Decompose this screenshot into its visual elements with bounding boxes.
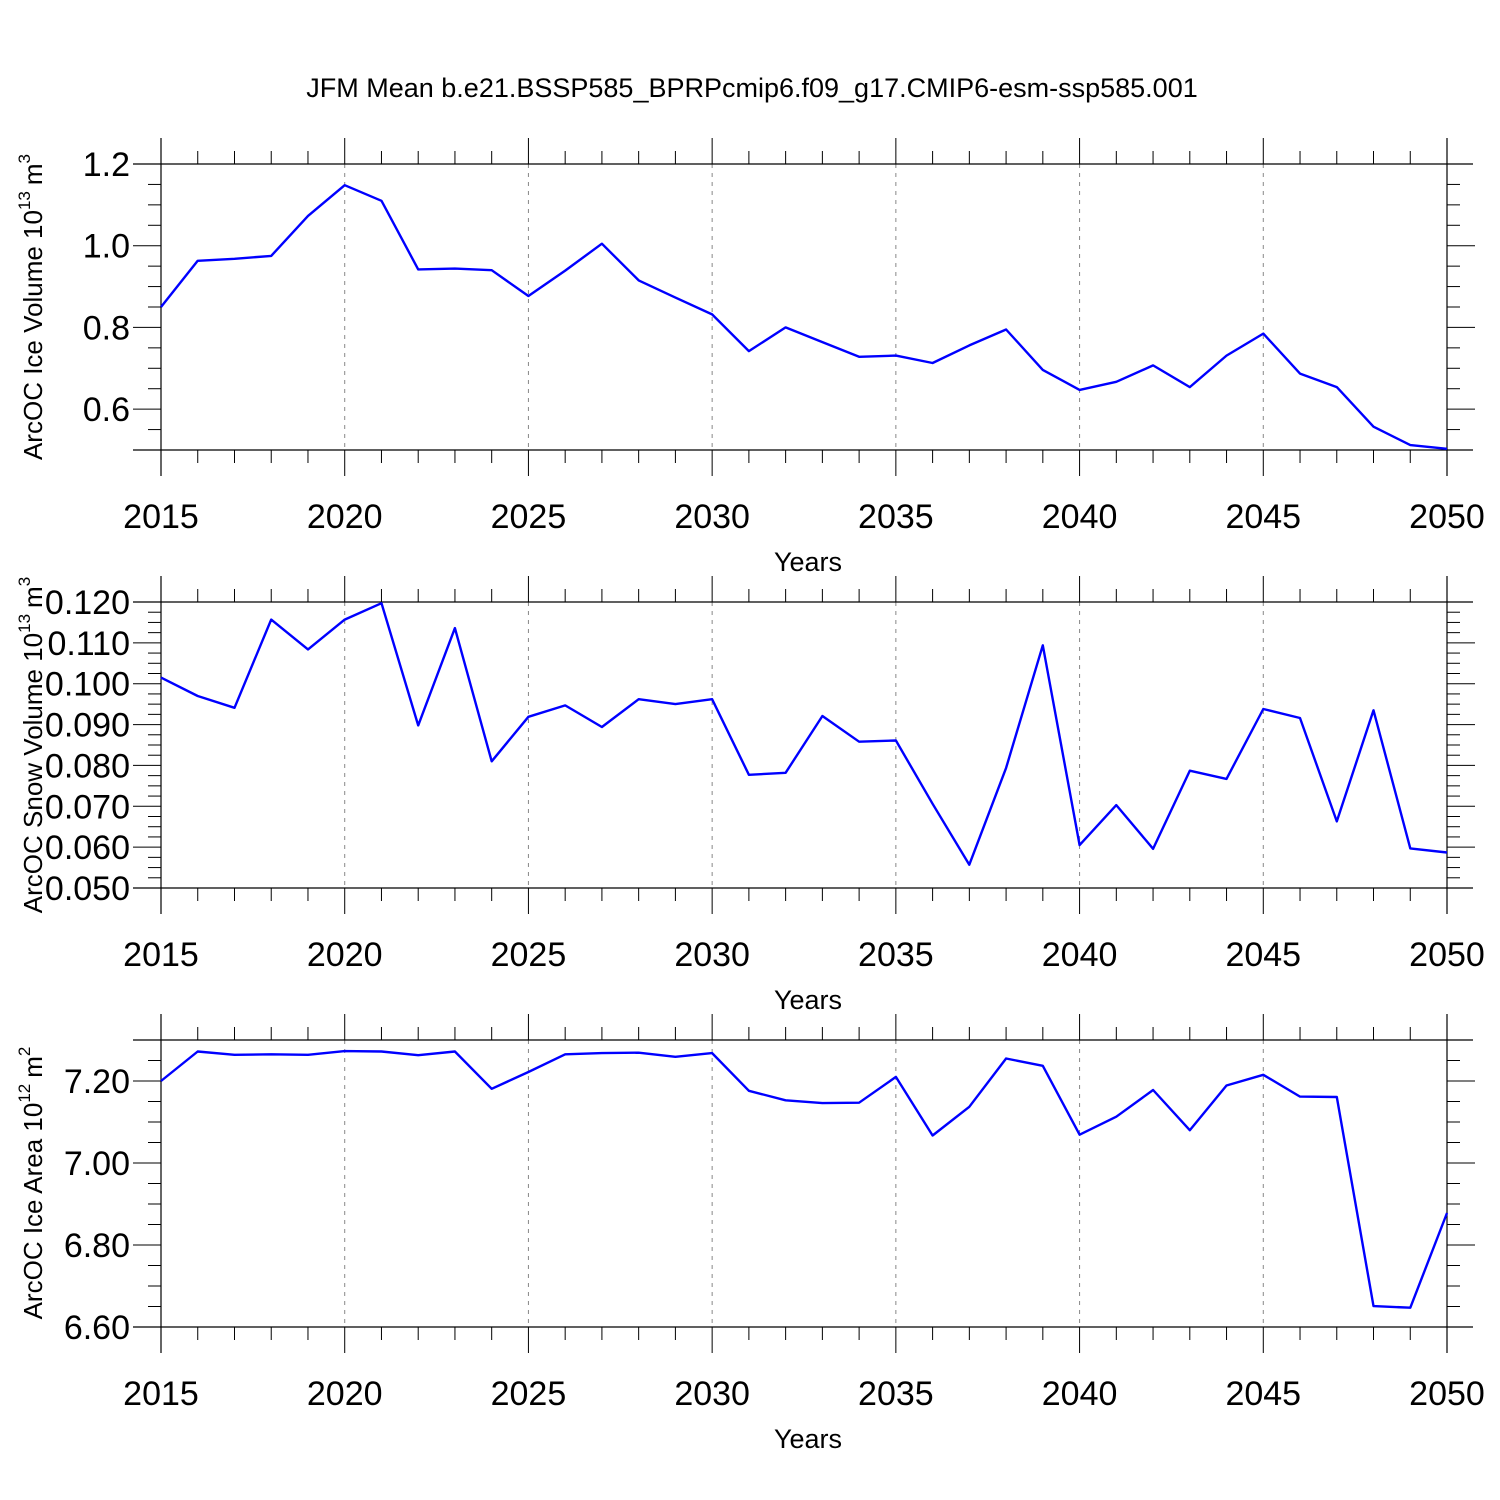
y-tick-label: 0.080 (45, 747, 130, 785)
x-tick-label: 2040 (1042, 498, 1118, 536)
x-axis-title: Years (774, 547, 842, 577)
chart-panel-snow-volume: 2015 2020 2025 2030 2035 2040 2045 20500.0500.0… (15, 576, 1485, 1015)
y-axis-title-unit: m (18, 163, 48, 185)
series-line-ice-area (160, 1049, 1449, 1309)
x-tick-label: 2045 (1225, 498, 1301, 536)
x-tick-label: 2045 (1225, 1375, 1301, 1413)
y-axis-title-text: ArcOC Snow Volume 10 (18, 633, 48, 913)
y-axis-title-exponent: 13 (15, 191, 34, 210)
y-tick-label: 7.00 (64, 1145, 130, 1183)
y-axis-title: ArcOC Snow Volume 1013 m3 (15, 577, 48, 913)
y-tick-label: 0.120 (45, 584, 130, 622)
y-axis-title: ArcOC Ice Volume 1013 m3 (15, 154, 48, 460)
y-tick-label: 6.80 (64, 1227, 130, 1265)
y-axis-title-exponent: 12 (15, 1084, 34, 1103)
x-tick-label: 2050 (1409, 936, 1485, 974)
y-tick-label: 0.100 (45, 666, 130, 704)
x-tick-label: 2035 (858, 498, 934, 536)
series-line-ice-volume (160, 183, 1448, 450)
y-axis-title-unit-exponent: 3 (15, 577, 34, 586)
y-tick-label: 0.090 (45, 707, 130, 745)
x-tick-label: 2030 (674, 936, 750, 974)
x-tick-label: 2020 (307, 498, 383, 536)
chart-title: JFM Mean b.e21.BSSP585_BPRPcmip6.f09_g17… (306, 73, 1197, 103)
y-tick-label: 0.8 (83, 309, 130, 347)
y-tick-label: 0.050 (45, 870, 130, 908)
y-tick-label: 0.070 (45, 788, 130, 826)
x-tick-label: 2015 (123, 936, 199, 974)
x-tick-label: 2040 (1042, 1375, 1118, 1413)
x-tick-label: 2045 (1225, 936, 1301, 974)
x-tick-label: 2020 (307, 1375, 383, 1413)
x-tick-label: 2040 (1042, 936, 1118, 974)
y-tick-label: 7.20 (64, 1063, 130, 1101)
y-tick-label: 6.60 (64, 1309, 130, 1347)
y-axis-title-unit-exponent: 3 (15, 154, 34, 163)
x-tick-label: 2025 (491, 1375, 567, 1413)
y-axis-title-exponent: 13 (15, 614, 34, 633)
y-tick-label: 0.6 (83, 391, 130, 429)
x-axis-title: Years (774, 1424, 842, 1454)
y-tick-label: 0.110 (47, 625, 130, 663)
x-tick-label: 2030 (674, 1375, 750, 1413)
x-tick-label: 2015 (123, 498, 199, 536)
y-axis-title-unit: m (18, 586, 48, 608)
y-tick-label: 0.060 (45, 829, 130, 867)
x-tick-label: 2035 (858, 1375, 934, 1413)
x-tick-label: 2025 (491, 498, 567, 536)
y-axis-title: ArcOC Ice Area 1012 m2 (15, 1047, 48, 1320)
x-axis-title: Years (774, 985, 842, 1015)
x-tick-label: 2015 (123, 1375, 199, 1413)
y-axis-title-text: ArcOC Ice Volume 10 (18, 210, 48, 460)
y-axis-title-unit-exponent: 2 (15, 1047, 34, 1056)
y-axis-title-text: ArcOC Ice Area 10 (18, 1103, 48, 1320)
y-tick-label: 1.2 (83, 146, 130, 184)
x-tick-label: 2030 (674, 498, 750, 536)
y-axis-title-unit: m (18, 1056, 48, 1078)
y-tick-label: 1.0 (83, 228, 130, 266)
x-tick-label: 2050 (1409, 1375, 1485, 1413)
series-line-snow-volume (160, 602, 1448, 866)
x-tick-label: 2025 (491, 936, 567, 974)
chart-panel-ice-volume: 2015 2020 2025 2030 2035 2040 2045 2050 0.6 0.8 1.… (15, 138, 1485, 577)
chart-panel-ice-area: 2015 2020 2025 2030 2035 2040 2045 2050 6.60 6.80… (15, 1014, 1485, 1454)
x-tick-label: 2050 (1409, 498, 1485, 536)
x-tick-label: 2035 (858, 936, 934, 974)
x-tick-label: 2020 (307, 936, 383, 974)
